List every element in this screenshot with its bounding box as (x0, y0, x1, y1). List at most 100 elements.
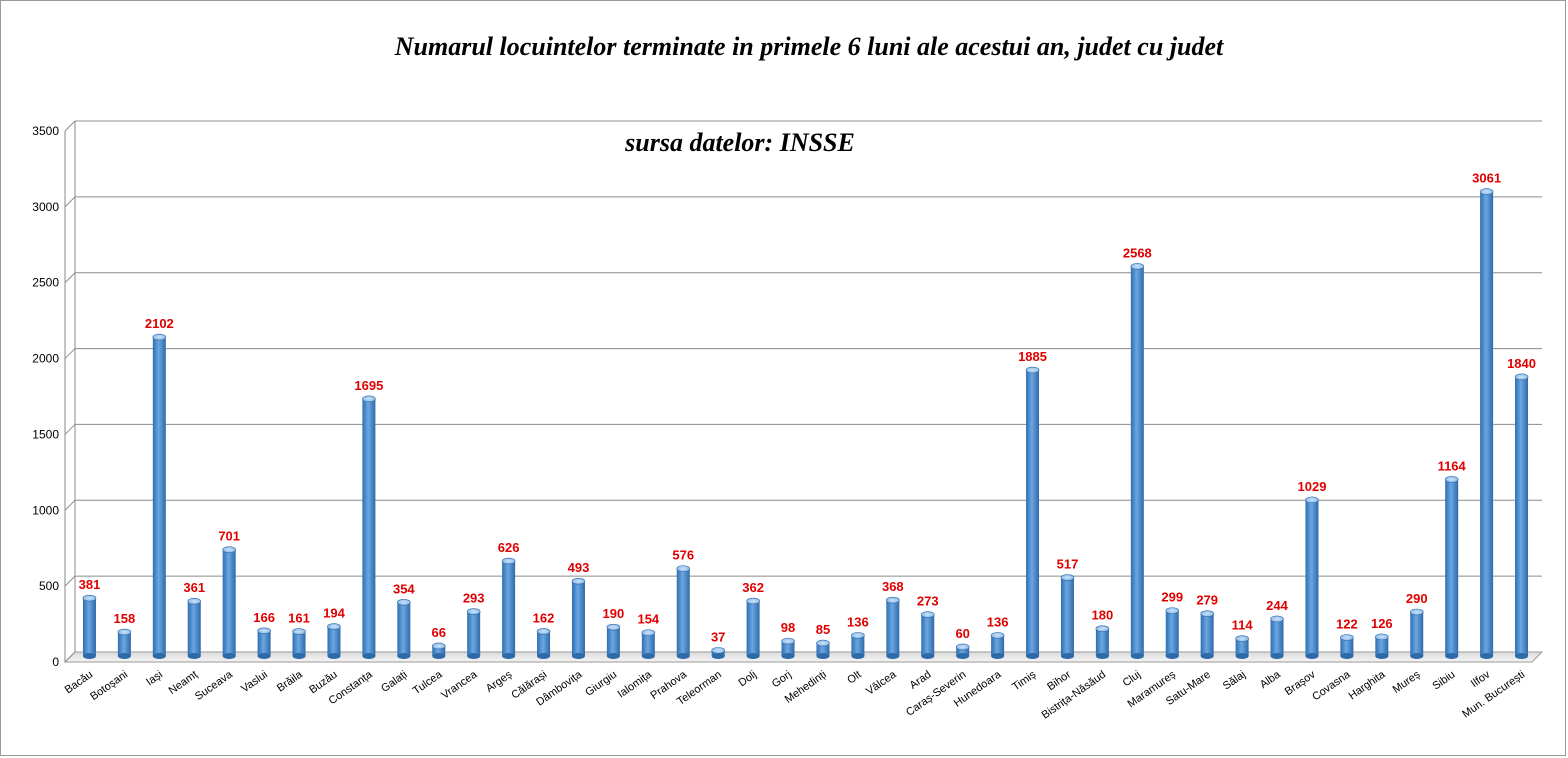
bar-base (502, 653, 516, 659)
bar (1165, 610, 1179, 656)
bar-base (1270, 653, 1284, 659)
data-label: 114 (1232, 618, 1254, 633)
x-tick-label: Covasna (1310, 668, 1353, 703)
bar-cap (1200, 610, 1214, 617)
bar-base (676, 653, 690, 659)
bar (187, 601, 201, 656)
bar-cap (362, 395, 376, 403)
x-tick-label: Suceava (193, 668, 236, 703)
data-label: 126 (1371, 616, 1393, 631)
bar (397, 602, 411, 656)
y-tick-label: 3500 (32, 124, 59, 138)
data-label: 368 (882, 579, 904, 594)
x-tick-label: Mureș (1391, 668, 1423, 696)
bar-cap (397, 598, 411, 606)
bar (571, 581, 585, 656)
bar-base (292, 653, 306, 659)
data-label: 517 (1057, 557, 1079, 572)
bar-cap (187, 597, 202, 605)
bar-cap (816, 639, 830, 647)
x-tick-label: Iași (144, 669, 165, 689)
bar-cap (501, 557, 516, 565)
bar (222, 549, 236, 656)
bar (152, 337, 166, 656)
data-label: 626 (498, 540, 520, 555)
gridline-diagonal (64, 499, 76, 511)
x-tick-label: Galați (379, 669, 409, 695)
y-tick-label: 2500 (32, 276, 59, 290)
data-label: 122 (1336, 616, 1358, 631)
bar (921, 614, 935, 656)
bar (82, 598, 96, 656)
bar-base (1410, 653, 1424, 659)
bar-cap (606, 623, 621, 631)
bar (991, 635, 1005, 656)
bar (1445, 479, 1459, 656)
bar-cap (1409, 608, 1424, 616)
data-label: 293 (463, 591, 485, 606)
chart-title: Numarul locuintelor terminate in primele… (394, 32, 1224, 61)
bar-base (327, 653, 341, 659)
x-tick-label: Mun. București (1460, 669, 1527, 721)
bar-cap (536, 628, 551, 635)
data-label: 244 (1266, 598, 1288, 613)
data-label: 154 (637, 612, 659, 627)
bar-cap (990, 632, 1005, 639)
bar (1410, 612, 1424, 656)
bar (746, 601, 760, 656)
bar-cap (292, 628, 306, 635)
bar-cap (676, 565, 691, 572)
gridline-diagonal (64, 575, 76, 587)
x-tick-label: Gorj (770, 669, 794, 691)
gridline-diagonal (64, 120, 76, 132)
gridline-diagonal (64, 348, 76, 359)
x-tick-label: Vâlcea (864, 668, 899, 698)
data-label: 1885 (1018, 349, 1047, 364)
bar-base (641, 653, 655, 659)
bar (502, 561, 516, 656)
bar (1235, 638, 1249, 656)
bar-cap (1479, 188, 1494, 195)
x-tick-label: Vaslui (239, 669, 270, 696)
bar (117, 632, 131, 656)
bar-base (746, 653, 760, 659)
bar-cap (1165, 607, 1180, 614)
bar-base (1235, 653, 1249, 659)
chart-floor (63, 651, 1544, 663)
bar (1480, 191, 1494, 656)
x-tick-label: Bistrița-Năsăud (1040, 669, 1108, 722)
data-label: 190 (603, 606, 625, 621)
bar (362, 398, 376, 656)
bar (292, 631, 306, 656)
bar (1200, 613, 1214, 656)
x-tick-label: Bihor (1045, 668, 1073, 693)
bar-base (1200, 653, 1214, 659)
bar (467, 611, 481, 656)
bar-base (187, 653, 201, 659)
data-label: 158 (114, 611, 136, 626)
x-tick-label: Harghita (1347, 668, 1389, 702)
bar (641, 632, 655, 656)
data-label: 180 (1092, 608, 1114, 623)
bar (432, 645, 446, 656)
bar-cap (571, 577, 586, 585)
x-tick-label: Alba (1258, 668, 1284, 691)
data-label: 576 (672, 548, 694, 563)
bar-cap (222, 546, 236, 553)
bar (537, 631, 551, 656)
bar-base (537, 653, 551, 659)
data-label: 701 (218, 529, 240, 544)
bar-base (921, 653, 935, 659)
data-label: 361 (183, 580, 205, 595)
bar-cap (955, 643, 970, 651)
y-tick-label: 3000 (32, 200, 59, 214)
data-label: 161 (288, 611, 310, 626)
y-tick-label: 1500 (32, 427, 59, 441)
bar (1095, 628, 1109, 656)
bar (676, 568, 690, 656)
data-label: 354 (393, 581, 415, 596)
data-label: 60 (955, 626, 969, 641)
bar-base (1340, 653, 1354, 659)
bar-base (1305, 653, 1319, 659)
bar-base (152, 653, 166, 659)
